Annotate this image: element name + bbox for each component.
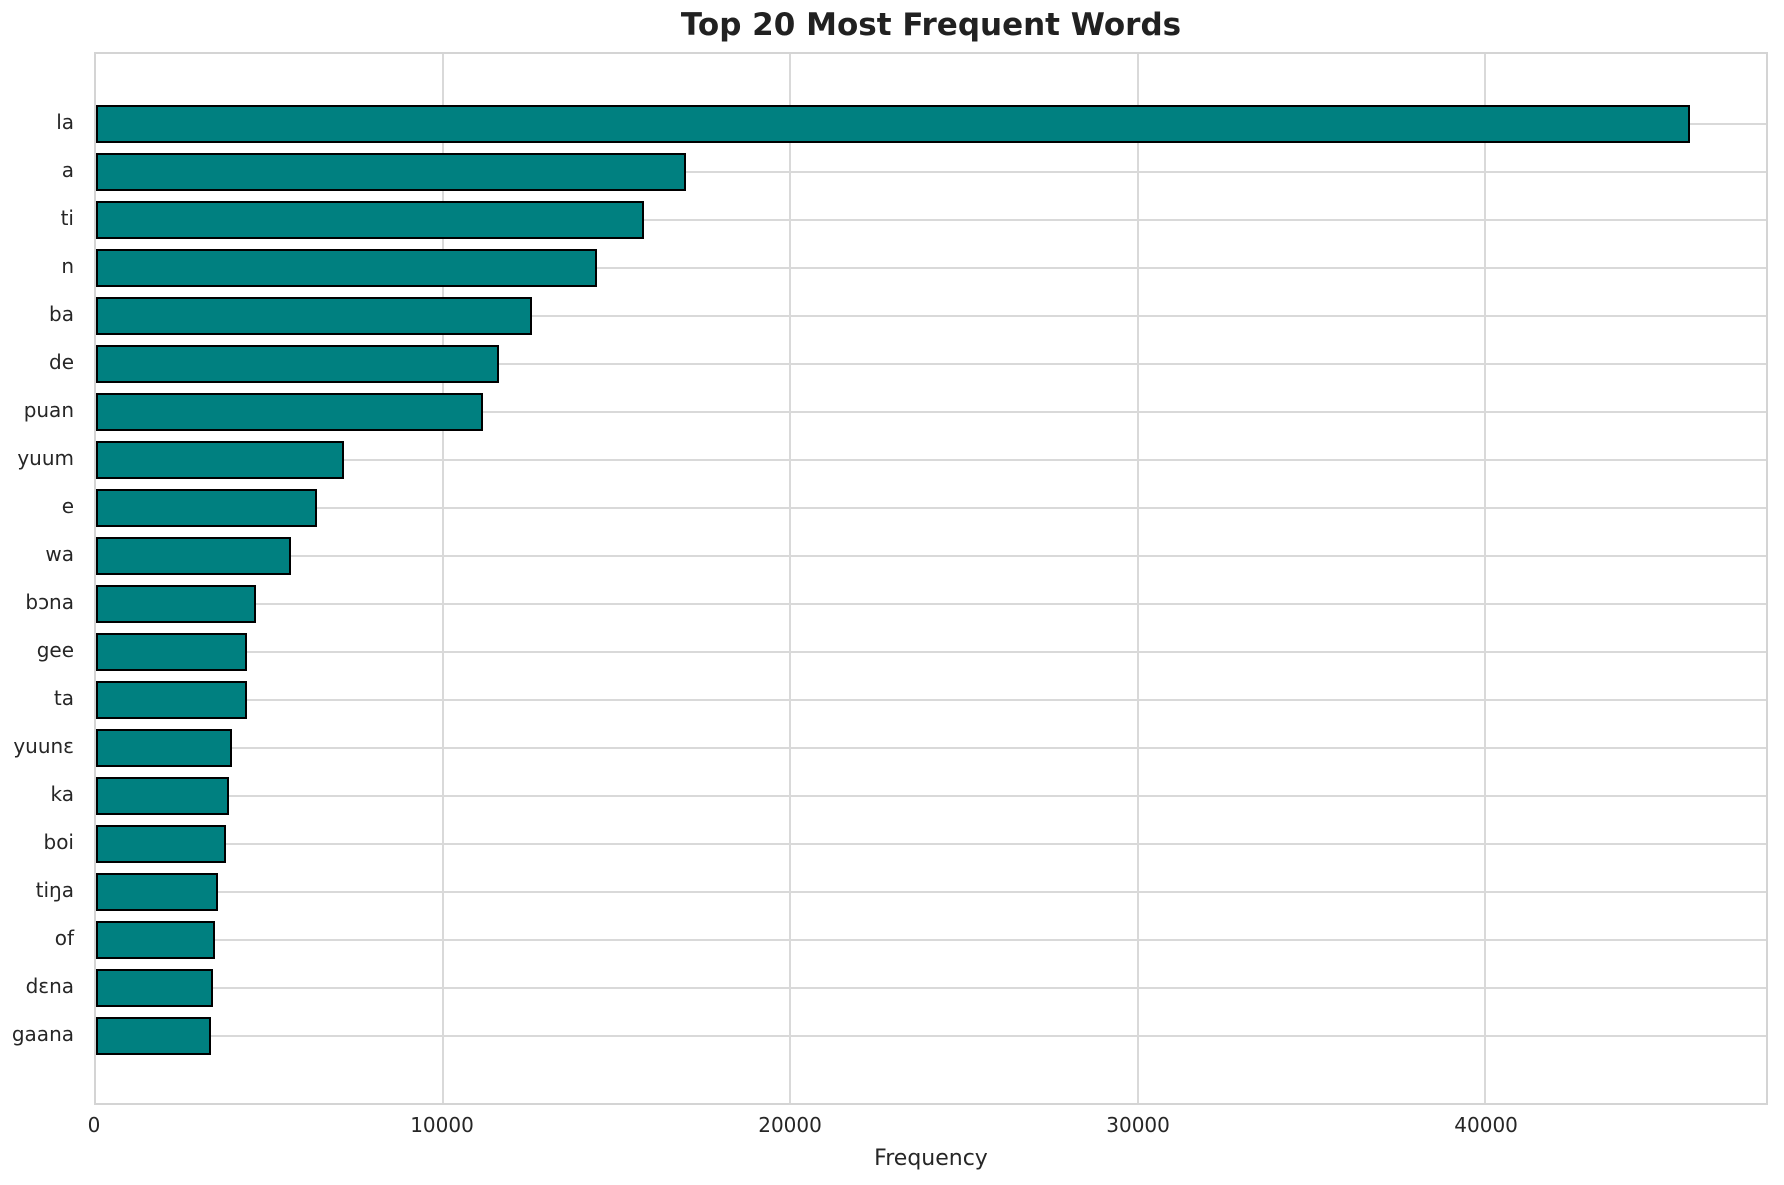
chart-title: Top 20 Most Frequent Words xyxy=(680,7,1182,43)
bar-yuum xyxy=(96,441,345,479)
y-gridline xyxy=(96,843,1766,845)
y-tick-label: ka xyxy=(50,782,75,806)
x-gridline xyxy=(789,54,792,1103)
y-tick-label: ti xyxy=(60,206,74,230)
y-gridline xyxy=(96,651,1766,653)
y-gridline xyxy=(96,171,1766,173)
bar-row xyxy=(96,628,1766,676)
bar-dɛna xyxy=(96,969,213,1007)
bar-row xyxy=(96,388,1766,436)
bar-row xyxy=(96,676,1766,724)
x-gridline xyxy=(442,54,445,1103)
y-tick-label: yuum xyxy=(17,446,74,470)
bar-row xyxy=(96,532,1766,580)
y-axis-tick-labels-inner: la a ti n ba de puan yuum e wa bɔna gee ta yuunɛ ka boi… xyxy=(0,98,84,1058)
y-gridline xyxy=(96,795,1766,797)
bar-gee xyxy=(96,633,248,671)
bar-n xyxy=(96,249,597,287)
y-axis-tick-labels: la a ti n ba de puan yuum e wa bɔna gee ta yuunɛ ka boi… xyxy=(0,52,84,1105)
x-tick-label: 40000 xyxy=(1454,1113,1518,1137)
plot-area xyxy=(94,52,1768,1105)
bar-de xyxy=(96,345,499,383)
bar-row xyxy=(96,724,1766,772)
bar-row xyxy=(96,580,1766,628)
bar-yuunɛ xyxy=(96,729,232,767)
y-tick-label: puan xyxy=(23,398,74,422)
bar-ti xyxy=(96,201,644,239)
bar-row xyxy=(96,244,1766,292)
y-gridline xyxy=(96,1035,1766,1037)
y-tick-label: a xyxy=(61,158,74,182)
y-gridline xyxy=(96,699,1766,701)
x-axis-label: Frequency xyxy=(874,1146,988,1171)
y-tick-label: tiŋa xyxy=(35,878,74,902)
y-tick-label: bɔna xyxy=(25,590,74,614)
bar-a xyxy=(96,153,686,191)
y-gridline xyxy=(96,315,1766,317)
x-tick-label: 10000 xyxy=(410,1113,474,1137)
bar-row xyxy=(96,100,1766,148)
bar-ta xyxy=(96,681,248,719)
bar-bɔna xyxy=(96,585,257,623)
y-gridline xyxy=(96,747,1766,749)
y-gridline xyxy=(96,507,1766,509)
bar-row xyxy=(96,820,1766,868)
bar-row xyxy=(96,916,1766,964)
bar-rows xyxy=(96,100,1766,1060)
bar-row xyxy=(96,484,1766,532)
y-gridline xyxy=(96,459,1766,461)
bar-e xyxy=(96,489,318,527)
bar-boi xyxy=(96,825,227,863)
y-gridline xyxy=(96,987,1766,989)
bar-row xyxy=(96,196,1766,244)
x-gridline xyxy=(1136,54,1139,1103)
y-tick-label: gee xyxy=(36,638,74,662)
y-gridline xyxy=(96,939,1766,941)
bar-row xyxy=(96,964,1766,1012)
y-tick-label: yuunɛ xyxy=(13,734,74,758)
y-tick-label: n xyxy=(61,254,74,278)
y-tick-label: la xyxy=(56,110,74,134)
bar-row xyxy=(96,772,1766,820)
x-tick-label: 0 xyxy=(87,1113,101,1137)
y-gridline xyxy=(96,363,1766,365)
bar-row xyxy=(96,1012,1766,1060)
y-tick-label: dɛna xyxy=(25,974,74,998)
y-tick-label: ta xyxy=(53,686,74,710)
y-tick-label: of xyxy=(54,926,74,950)
x-gridline xyxy=(1483,54,1486,1103)
bar-row xyxy=(96,148,1766,196)
bar-row xyxy=(96,292,1766,340)
bar-la xyxy=(96,105,1690,143)
y-tick-label: boi xyxy=(43,830,75,854)
bar-gaana xyxy=(96,1017,211,1055)
y-gridline xyxy=(96,603,1766,605)
bar-row xyxy=(96,436,1766,484)
y-gridline xyxy=(96,555,1766,557)
y-gridline xyxy=(96,411,1766,413)
x-tick-label: 20000 xyxy=(758,1113,822,1137)
y-gridline xyxy=(96,267,1766,269)
y-tick-label: gaana xyxy=(11,1022,74,1046)
x-tick-label: 30000 xyxy=(1106,1113,1170,1137)
bar-of xyxy=(96,921,216,959)
bar-wa xyxy=(96,537,291,575)
bar-ka xyxy=(96,777,230,815)
bar-ba xyxy=(96,297,532,335)
y-tick-label: wa xyxy=(45,542,74,566)
y-gridline xyxy=(96,219,1766,221)
bar-row xyxy=(96,340,1766,388)
bar-row xyxy=(96,868,1766,916)
bar-puan xyxy=(96,393,483,431)
x-axis-tick-labels: 0 10000 20000 30000 40000 xyxy=(88,1113,1768,1143)
y-gridline xyxy=(96,891,1766,893)
y-tick-label: ba xyxy=(49,302,74,326)
y-tick-label: e xyxy=(61,494,74,518)
y-tick-label: de xyxy=(49,350,74,374)
bar-tiŋa xyxy=(96,873,218,911)
